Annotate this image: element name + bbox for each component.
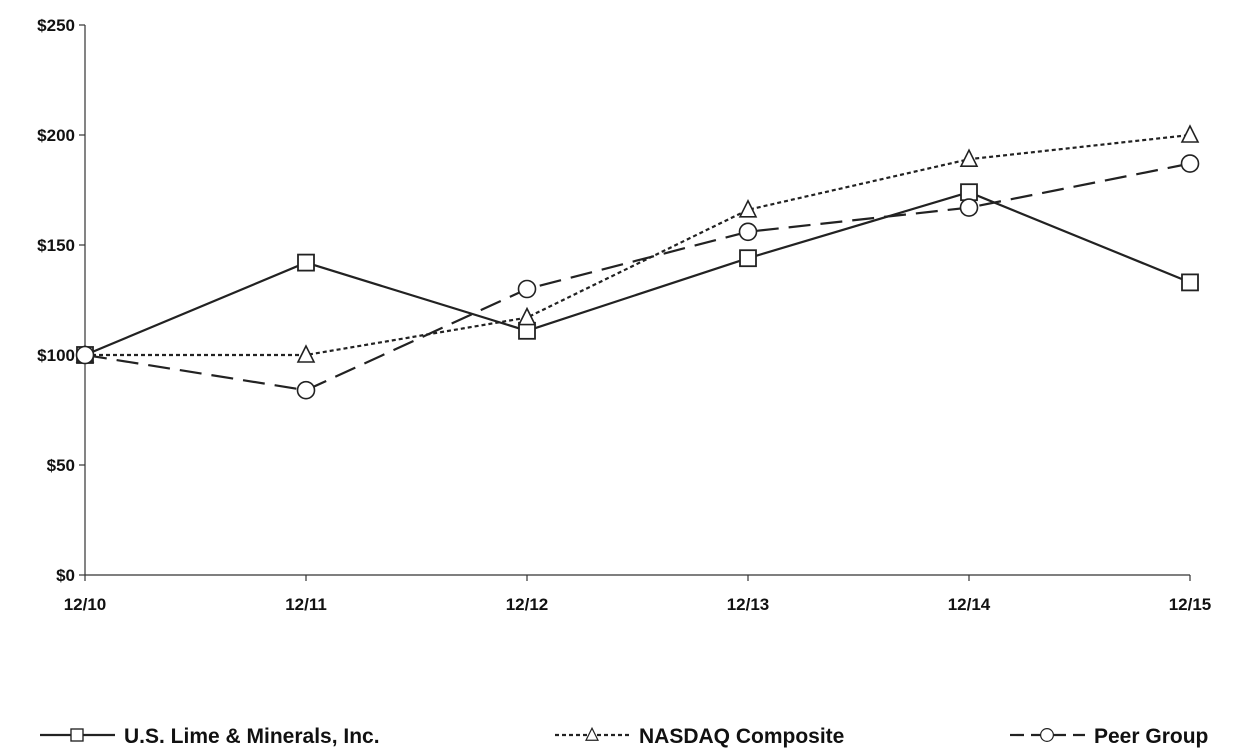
- data-point-circle: [75, 345, 95, 365]
- legend-label: NASDAQ Composite: [639, 725, 844, 748]
- legend-label: U.S. Lime & Minerals, Inc.: [124, 725, 380, 748]
- data-point-square: [960, 183, 978, 202]
- data-point-circle: [1180, 154, 1200, 173]
- legend-item: Peer Group: [1010, 725, 1208, 748]
- series-line: [85, 133, 1191, 357]
- data-point-triangle: [959, 148, 979, 167]
- legend-item: NASDAQ Composite: [555, 725, 844, 748]
- series-1: [76, 183, 1199, 364]
- data-point-square: [297, 253, 315, 272]
- x-tick-label: 12/12: [506, 595, 549, 614]
- x-tick-label: 12/15: [1169, 595, 1212, 614]
- legend-marker: [585, 726, 599, 741]
- data-point-triangle: [1180, 124, 1200, 143]
- series-layer: [75, 124, 1200, 400]
- axes: $0 $50 $100 $150 $200 $250 12/10 12/11 12/12 12/1…: [37, 16, 1211, 614]
- legend-item: U.S. Lime & Minerals, Inc.: [40, 725, 380, 748]
- y-tick-label: $200: [37, 126, 75, 145]
- legend: U.S. Lime & Minerals, Inc. NASDAQ Composi…: [40, 725, 1208, 748]
- x-tick-label: 12/13: [727, 595, 770, 614]
- legend-marker: [70, 728, 84, 742]
- data-point-triangle: [738, 199, 758, 218]
- x-tick-label: 12/11: [285, 595, 327, 614]
- data-point-square: [1181, 273, 1199, 292]
- data-point-circle: [517, 279, 537, 299]
- y-tick-label: $250: [37, 16, 75, 35]
- data-point-square: [739, 249, 757, 268]
- y-tick-label: $100: [37, 346, 75, 365]
- x-tick-label: 12/14: [948, 595, 991, 614]
- series-3: [75, 154, 1200, 400]
- data-point-triangle: [517, 306, 537, 326]
- series-2: [75, 124, 1200, 363]
- series-line: [84, 162, 1191, 392]
- legend-label: Peer Group: [1094, 725, 1208, 748]
- data-point-circle: [959, 198, 979, 217]
- series-line: [84, 191, 1191, 357]
- legend-marker: [1040, 728, 1054, 742]
- x-tick-label: 12/10: [64, 595, 107, 614]
- y-tick-label: $50: [47, 456, 75, 475]
- data-point-circle: [738, 222, 758, 242]
- y-tick-label: $0: [56, 566, 75, 585]
- data-point-triangle: [296, 344, 316, 363]
- y-tick-label: $150: [37, 236, 75, 255]
- data-point-circle: [296, 380, 316, 400]
